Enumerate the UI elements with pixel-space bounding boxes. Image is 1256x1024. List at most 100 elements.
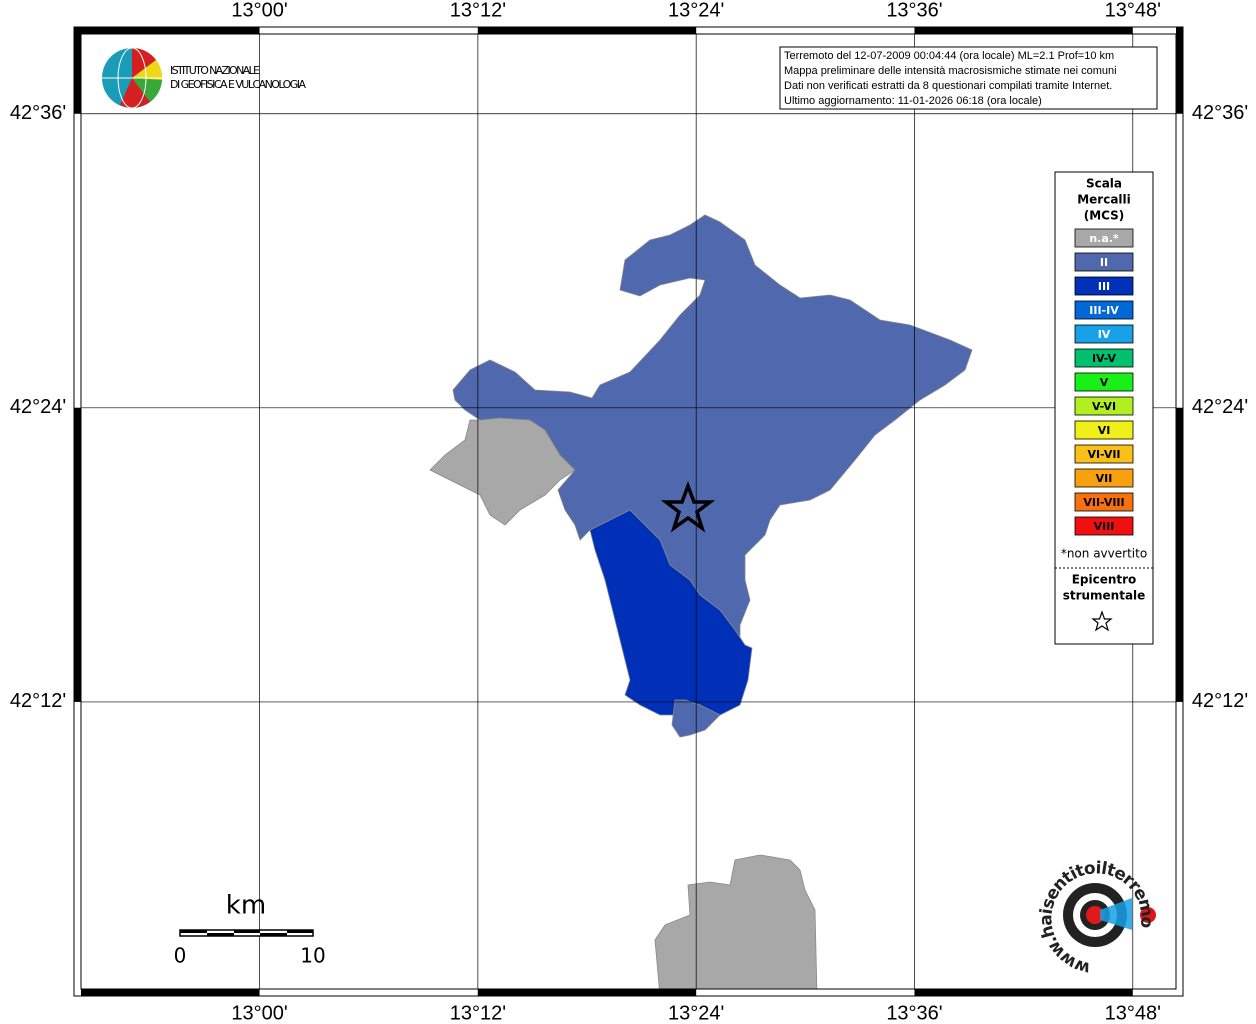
logo-segment (132, 78, 162, 102)
legend-label: IV-V (1092, 352, 1117, 365)
legend-swatch (1074, 396, 1134, 416)
frame-band (259, 989, 478, 996)
legend-title: (MCS) (1084, 209, 1125, 223)
x-tick-label: 13°24' (668, 1002, 724, 1024)
frame-band (1176, 27, 1183, 114)
legend-swatch (1074, 252, 1134, 272)
frame-band (1132, 27, 1183, 34)
frame-band (1176, 407, 1183, 702)
frame-band (74, 113, 81, 408)
frame-band (74, 407, 81, 702)
frame-band (696, 989, 915, 996)
scale-label: 0 (174, 944, 187, 968)
frame-band (74, 989, 260, 996)
logo-text: ISTITUTO NAZIONALE (170, 64, 260, 77)
scale-unit: km (226, 891, 266, 921)
site-logo-dot (1140, 907, 1156, 923)
y-tick-label: 42°24' (1192, 396, 1248, 418)
logo-text: DI GEOFISICA E VULCANOLOGIA (170, 78, 306, 91)
legend-swatch (1074, 420, 1134, 440)
info-line: Ultimo aggiornamento: 11-01-2026 06:18 (… (784, 95, 1042, 107)
x-tick-label: 13°24' (668, 0, 724, 21)
legend-note: *non avvertito (1061, 547, 1147, 561)
region-na (654, 854, 818, 997)
legend-label: II (1100, 256, 1108, 269)
frame-border (73, 26, 1184, 997)
scale-label: 10 (300, 944, 325, 968)
legend-label: VI (1098, 424, 1111, 437)
x-tick-label: 13°36' (886, 1002, 942, 1024)
info-box-frame (779, 46, 1158, 110)
y-tick-label: 42°12' (10, 690, 66, 712)
legend-label: III (1098, 280, 1110, 293)
frame-band (477, 989, 697, 996)
x-tick-label: 13°48' (1105, 0, 1161, 21)
x-tick-label: 13°12' (450, 0, 506, 21)
legend-swatch (1074, 444, 1134, 464)
info-line: Terremoto del 12-07-2009 00:04:44 (ora l… (784, 50, 1114, 62)
scale-bar-segment (234, 930, 260, 933)
legend-label: V-VI (1092, 400, 1116, 413)
legend-swatch (1074, 228, 1134, 248)
legend: Scala Mercalli (MCS) *non avvertito Epic… (1054, 171, 1154, 645)
scale-bar-segment (207, 933, 234, 936)
frame-band (477, 27, 697, 34)
legend-title: Mercalli (1077, 193, 1131, 207)
frame (73, 26, 1184, 997)
legend-swatch (1074, 324, 1134, 344)
legend-swatch (1074, 276, 1134, 296)
x-tick-label: 13°12' (450, 1002, 506, 1024)
frame-band (74, 27, 81, 114)
frame-band (696, 27, 915, 34)
legend-epicenter: strumentale (1063, 589, 1146, 603)
scale-bar: km 0 10 (174, 891, 326, 968)
legend-label: VIII (1094, 520, 1115, 533)
epicenter-star (660, 481, 716, 533)
x-tick-label: 13°36' (886, 0, 942, 21)
scale-bar-segment (180, 930, 207, 933)
legend-star (1091, 610, 1113, 632)
legend-title: Scala (1086, 177, 1122, 191)
frame-band (1176, 701, 1183, 996)
frame-border (80, 33, 1177, 990)
legend-label: VII-VIII (1083, 496, 1124, 509)
legend-swatch (1074, 492, 1134, 512)
y-tick-label: 42°12' (1192, 690, 1248, 712)
frame-band (1132, 989, 1183, 996)
legend-label: n.a.* (1089, 232, 1119, 245)
logo-segment (132, 60, 163, 80)
region-ii (452, 214, 973, 640)
legend-epicenter: Epicentro (1072, 573, 1137, 587)
frame-band (914, 989, 1133, 996)
legend-swatch (1074, 516, 1134, 536)
site-logo-core (1086, 906, 1104, 924)
site-logo-wave (1100, 898, 1132, 930)
logo-segment (120, 78, 150, 108)
x-tick-label: 13°48' (1105, 1002, 1161, 1024)
frame-band (1176, 113, 1183, 408)
info-box: Terremoto del 12-07-2009 00:04:44 (ora l… (779, 46, 1158, 110)
region-iii (589, 509, 753, 716)
logo: ISTITUTO NAZIONALE DI GEOFISICA E VULCAN… (102, 47, 306, 109)
scale-bar-segment (287, 930, 313, 933)
y-tick-label: 42°36' (1192, 102, 1248, 124)
info-line: Dati non verificati estratti da 8 questi… (784, 80, 1112, 92)
y-tick-label: 42°24' (10, 396, 66, 418)
legend-swatch (1074, 300, 1134, 320)
frame-band (74, 701, 81, 996)
frame-band (259, 27, 478, 34)
scale-bar-segment (260, 933, 287, 936)
x-tick-label: 13°00' (231, 1002, 287, 1024)
legend-label: VII (1096, 472, 1113, 485)
legend-label: III-IV (1089, 304, 1119, 317)
legend-swatch (1074, 372, 1134, 392)
legend-label: IV (1098, 328, 1111, 341)
legend-swatch (1074, 348, 1134, 368)
y-tick-label: 42°36' (10, 102, 66, 124)
x-tick-label: 13°00' (231, 0, 287, 21)
info-line: Mappa preliminare delle intensità macros… (784, 65, 1117, 77)
frame-band (74, 27, 260, 34)
legend-label: VI-VII (1087, 448, 1120, 461)
legend-swatch (1074, 468, 1134, 488)
